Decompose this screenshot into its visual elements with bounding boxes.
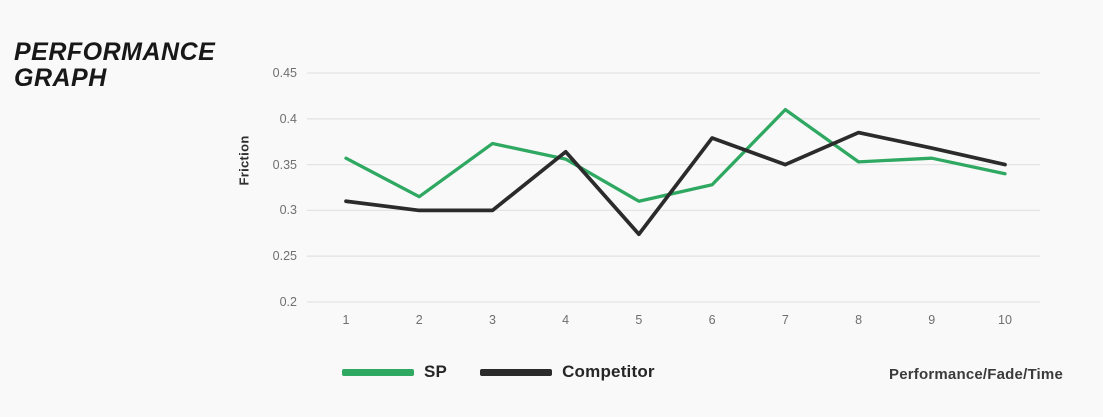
legend-item-sp: SP xyxy=(342,362,447,382)
page-title: PERFORMANCE GRAPH xyxy=(14,38,216,92)
sp-line xyxy=(344,107,1007,203)
x-tick-label: 7 xyxy=(781,313,789,327)
y-tick-label: 0.45 xyxy=(272,66,297,80)
legend-item-competitor: Competitor xyxy=(480,362,655,382)
y-tick-label: 0.4 xyxy=(279,111,297,126)
legend-label-competitor: Competitor xyxy=(562,362,655,381)
x-tick-label: 10 xyxy=(998,313,1012,327)
x-tick-label: 6 xyxy=(708,313,716,327)
chart-legend: SP Competitor xyxy=(342,362,655,382)
x-tick-label: 8 xyxy=(855,313,863,327)
x-tick-label: 3 xyxy=(488,313,496,327)
page-title-line1: PERFORMANCE xyxy=(14,38,216,66)
x-tick-label: 1 xyxy=(342,313,350,327)
legend-label-sp: SP xyxy=(424,362,448,381)
sp-line-swatch xyxy=(342,368,414,376)
page-title-line2: GRAPH xyxy=(14,63,107,92)
x-axis-caption: Performance/Fade/Time xyxy=(889,366,1063,383)
y-tick-label: 0.2 xyxy=(279,295,297,309)
y-tick-label: 0.35 xyxy=(272,157,297,172)
x-tick-label: 2 xyxy=(415,313,423,327)
x-tick-label: 5 xyxy=(635,313,643,327)
y-tick-label: 0.25 xyxy=(272,249,297,264)
y-tick-label: 0.3 xyxy=(279,203,297,218)
x-tick-label: 4 xyxy=(562,313,570,327)
x-tick-label: 9 xyxy=(928,313,936,327)
competitor-line-swatch xyxy=(480,368,553,376)
competitor-line xyxy=(344,130,1007,237)
